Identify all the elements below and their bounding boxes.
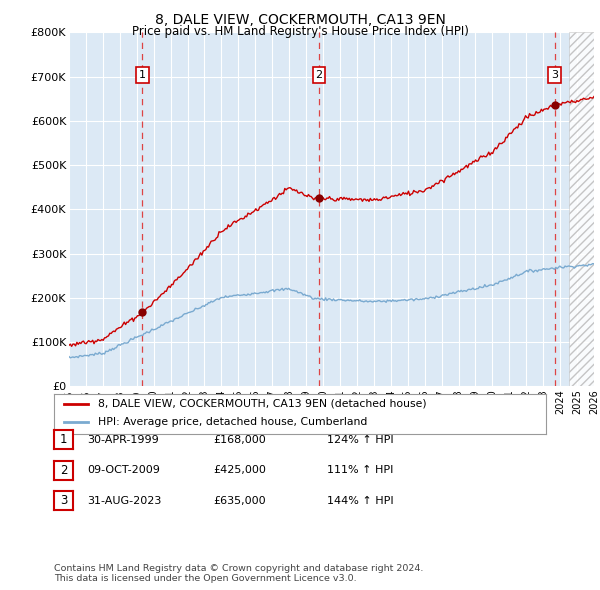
Text: 3: 3 xyxy=(551,70,558,80)
Text: 124% ↑ HPI: 124% ↑ HPI xyxy=(327,435,394,444)
Text: 1: 1 xyxy=(139,70,146,80)
Text: £168,000: £168,000 xyxy=(213,435,266,444)
Text: £425,000: £425,000 xyxy=(213,466,266,475)
Text: 8, DALE VIEW, COCKERMOUTH, CA13 9EN (detached house): 8, DALE VIEW, COCKERMOUTH, CA13 9EN (det… xyxy=(98,399,427,408)
Text: 31-AUG-2023: 31-AUG-2023 xyxy=(87,496,161,506)
Text: 8, DALE VIEW, COCKERMOUTH, CA13 9EN: 8, DALE VIEW, COCKERMOUTH, CA13 9EN xyxy=(155,13,445,27)
Text: £635,000: £635,000 xyxy=(213,496,266,506)
Text: 3: 3 xyxy=(60,494,67,507)
Text: 1: 1 xyxy=(60,433,67,446)
Text: 30-APR-1999: 30-APR-1999 xyxy=(87,435,159,444)
Text: Contains HM Land Registry data © Crown copyright and database right 2024.
This d: Contains HM Land Registry data © Crown c… xyxy=(54,563,424,583)
Text: Price paid vs. HM Land Registry's House Price Index (HPI): Price paid vs. HM Land Registry's House … xyxy=(131,25,469,38)
Text: 144% ↑ HPI: 144% ↑ HPI xyxy=(327,496,394,506)
Text: 2: 2 xyxy=(316,70,323,80)
Text: 09-OCT-2009: 09-OCT-2009 xyxy=(87,466,160,475)
Text: HPI: Average price, detached house, Cumberland: HPI: Average price, detached house, Cumb… xyxy=(98,417,368,427)
Text: 2: 2 xyxy=(60,464,67,477)
Text: 111% ↑ HPI: 111% ↑ HPI xyxy=(327,466,394,475)
